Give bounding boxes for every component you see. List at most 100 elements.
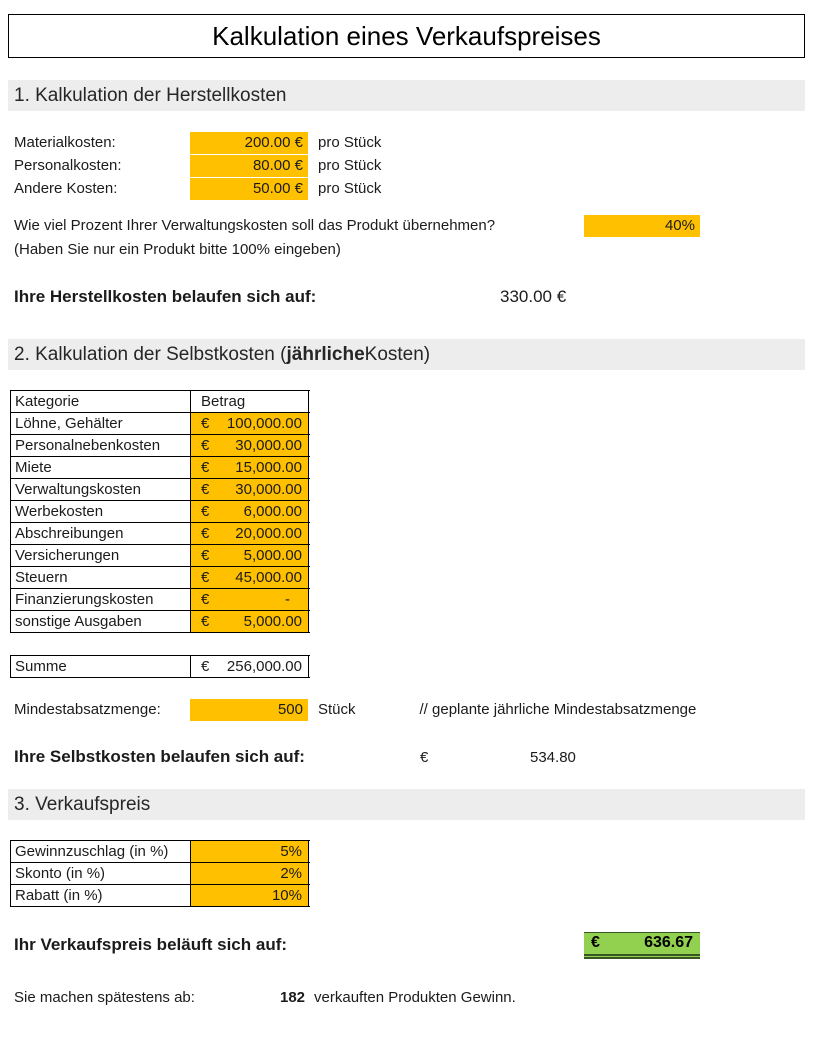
currency-symbol: € bbox=[591, 934, 600, 951]
percent-row: Gewinnzuschlag (in %) 5% bbox=[10, 841, 310, 863]
amount-cell[interactable]: €5,000.00 bbox=[191, 545, 309, 566]
amount-cell[interactable]: € - bbox=[191, 589, 309, 610]
currency-symbol: € bbox=[201, 547, 210, 564]
amount-value: 6,000.00 bbox=[243, 503, 302, 520]
admin-percent-row: Wie viel Prozent Ihrer Verwaltungskosten… bbox=[14, 214, 813, 237]
breakeven-suffix: verkauften Produkten Gewinn. bbox=[314, 988, 516, 1006]
material-cost-cell[interactable]: 200.00 € bbox=[190, 131, 308, 154]
category-cell: Steuern bbox=[10, 567, 191, 588]
percent-row: Rabatt (in %) 10% bbox=[10, 885, 310, 907]
amount-cell[interactable]: €30,000.00 bbox=[191, 479, 309, 500]
summe-row: Summe €256,000.00 bbox=[10, 656, 310, 678]
table-row: Finanzierungskosten € - bbox=[10, 589, 310, 611]
section3-heading: 3. Verkaufspreis bbox=[8, 789, 805, 820]
currency-symbol: € bbox=[201, 591, 210, 608]
amount-cell[interactable]: €30,000.00 bbox=[191, 435, 309, 456]
min-quantity-unit: Stück bbox=[318, 701, 356, 718]
table-row: Abschreibungen €20,000.00 bbox=[10, 523, 310, 545]
page-title: Kalkulation eines Verkaufspreises bbox=[8, 14, 805, 58]
category-cell: Werbekosten bbox=[10, 501, 191, 522]
table-header-kategorie: Kategorie bbox=[10, 391, 191, 412]
breakeven-prefix: Sie machen spätestens ab: bbox=[14, 988, 195, 1006]
percent-row: Skonto (in %) 2% bbox=[10, 863, 310, 885]
section2-heading-prefix: 2. Kalkulation der Selbstkosten ( bbox=[14, 343, 287, 365]
cost-unit: pro Stück bbox=[318, 134, 382, 151]
cost-label: Personalkosten: bbox=[14, 157, 122, 174]
amount-value: 5,000.00 bbox=[243, 547, 302, 564]
admin-percent-question: Wie viel Prozent Ihrer Verwaltungskosten… bbox=[14, 217, 496, 234]
currency-symbol: € bbox=[201, 481, 210, 498]
herstellkosten-result-label: Ihre Herstellkosten belaufen sich auf: bbox=[14, 287, 317, 306]
cost-row: Andere Kosten: 50.00 € pro Stück bbox=[14, 177, 813, 200]
herstellkosten-result-row: Ihre Herstellkosten belaufen sich auf: 3… bbox=[14, 285, 813, 309]
amount-cell[interactable]: €15,000.00 bbox=[191, 457, 309, 478]
amount-cell[interactable]: €20,000.00 bbox=[191, 523, 309, 544]
amount-value: 15,000.00 bbox=[235, 459, 302, 476]
amount-value: 30,000.00 bbox=[235, 437, 302, 454]
currency-symbol: € bbox=[201, 658, 210, 675]
category-cell: Miete bbox=[10, 457, 191, 478]
summe-amount-cell: €256,000.00 bbox=[191, 656, 309, 677]
amount-value: 20,000.00 bbox=[235, 525, 302, 542]
summe-table: Summe €256,000.00 bbox=[10, 655, 310, 678]
min-quantity-cell[interactable]: 500 bbox=[190, 698, 308, 721]
category-cell: Verwaltungskosten bbox=[10, 479, 191, 500]
selbstkosten-result-row: Ihre Selbstkosten belaufen sich auf: € 5… bbox=[14, 745, 813, 769]
table-row: Werbekosten €6,000.00 bbox=[10, 501, 310, 523]
amount-cell[interactable]: €100,000.00 bbox=[191, 413, 309, 434]
percent-label: Gewinnzuschlag (in %) bbox=[10, 841, 191, 862]
table-row: Steuern €45,000.00 bbox=[10, 567, 310, 589]
other-cost-cell[interactable]: 50.00 € bbox=[190, 177, 308, 200]
table-row: Löhne, Gehälter €100,000.00 bbox=[10, 413, 310, 435]
table-row: sonstige Ausgaben €5,000.00 bbox=[10, 611, 310, 633]
summe-label: Summe bbox=[10, 656, 191, 677]
selbstkosten-result-label: Ihre Selbstkosten belaufen sich auf: bbox=[14, 747, 305, 766]
breakeven-value: 182 bbox=[280, 988, 306, 1006]
cost-label: Materialkosten: bbox=[14, 134, 116, 151]
currency-symbol: € bbox=[201, 613, 210, 630]
currency-symbol: € bbox=[201, 525, 210, 542]
currency-symbol: € bbox=[201, 569, 210, 586]
min-quantity-row: Mindestabsatzmenge: 500 Stück // geplant… bbox=[14, 698, 813, 721]
currency-symbol: € bbox=[201, 415, 210, 432]
rabatt-cell[interactable]: 10% bbox=[191, 885, 309, 906]
amount-value: 5,000.00 bbox=[243, 613, 302, 630]
percent-label: Rabatt (in %) bbox=[10, 885, 191, 906]
category-cell: Abschreibungen bbox=[10, 523, 191, 544]
cost-row: Personalkosten: 80.00 € pro Stück bbox=[14, 154, 813, 177]
table-row: Miete €15,000.00 bbox=[10, 457, 310, 479]
skonto-cell[interactable]: 2% bbox=[191, 863, 309, 884]
personnel-cost-cell[interactable]: 80.00 € bbox=[190, 154, 308, 177]
table-row: Personalnebenkosten €30,000.00 bbox=[10, 435, 310, 457]
amount-cell[interactable]: €45,000.00 bbox=[191, 567, 309, 588]
gewinnzuschlag-cell[interactable]: 5% bbox=[191, 841, 309, 862]
category-cell: Personalnebenkosten bbox=[10, 435, 191, 456]
amount-value: - bbox=[285, 591, 290, 608]
category-cell: Versicherungen bbox=[10, 545, 191, 566]
admin-percent-cell[interactable]: 40% bbox=[584, 214, 700, 237]
cost-row: Materialkosten: 200.00 € pro Stück bbox=[14, 131, 813, 154]
amount-value: 30,000.00 bbox=[235, 481, 302, 498]
table-header-row: Kategorie Betrag bbox=[10, 391, 310, 413]
table-header-betrag: Betrag bbox=[191, 391, 309, 412]
amount-cell[interactable]: €5,000.00 bbox=[191, 611, 309, 632]
section2-heading-suffix: Kosten) bbox=[364, 343, 431, 365]
table-row: Versicherungen €5,000.00 bbox=[10, 545, 310, 567]
currency-symbol: € bbox=[201, 437, 210, 454]
cost-unit: pro Stück bbox=[318, 157, 382, 174]
verkaufspreis-result-cell: €636.67 bbox=[584, 931, 700, 959]
category-cell: Löhne, Gehälter bbox=[10, 413, 191, 434]
herstellkosten-result-value: 330.00 € bbox=[500, 287, 567, 306]
currency-symbol: € bbox=[201, 503, 210, 520]
min-quantity-note: // geplante jährliche Mindestabsatzmenge bbox=[419, 701, 697, 718]
verkaufspreis-result-label: Ihr Verkaufspreis beläuft sich auf: bbox=[14, 935, 288, 954]
currency-symbol: € bbox=[201, 459, 210, 476]
selbstkosten-result-currency: € bbox=[420, 748, 429, 766]
amount-value: 100,000.00 bbox=[226, 415, 302, 432]
breakeven-row: Sie machen spätestens ab: 182 verkauften… bbox=[14, 987, 813, 1007]
selbstkosten-result-value: 534.80 bbox=[530, 748, 576, 766]
category-cell: sonstige Ausgaben bbox=[10, 611, 191, 632]
admin-percent-note: (Haben Sie nur ein Produkt bitte 100% ei… bbox=[14, 241, 341, 258]
amount-cell[interactable]: €6,000.00 bbox=[191, 501, 309, 522]
category-cell: Finanzierungskosten bbox=[10, 589, 191, 610]
